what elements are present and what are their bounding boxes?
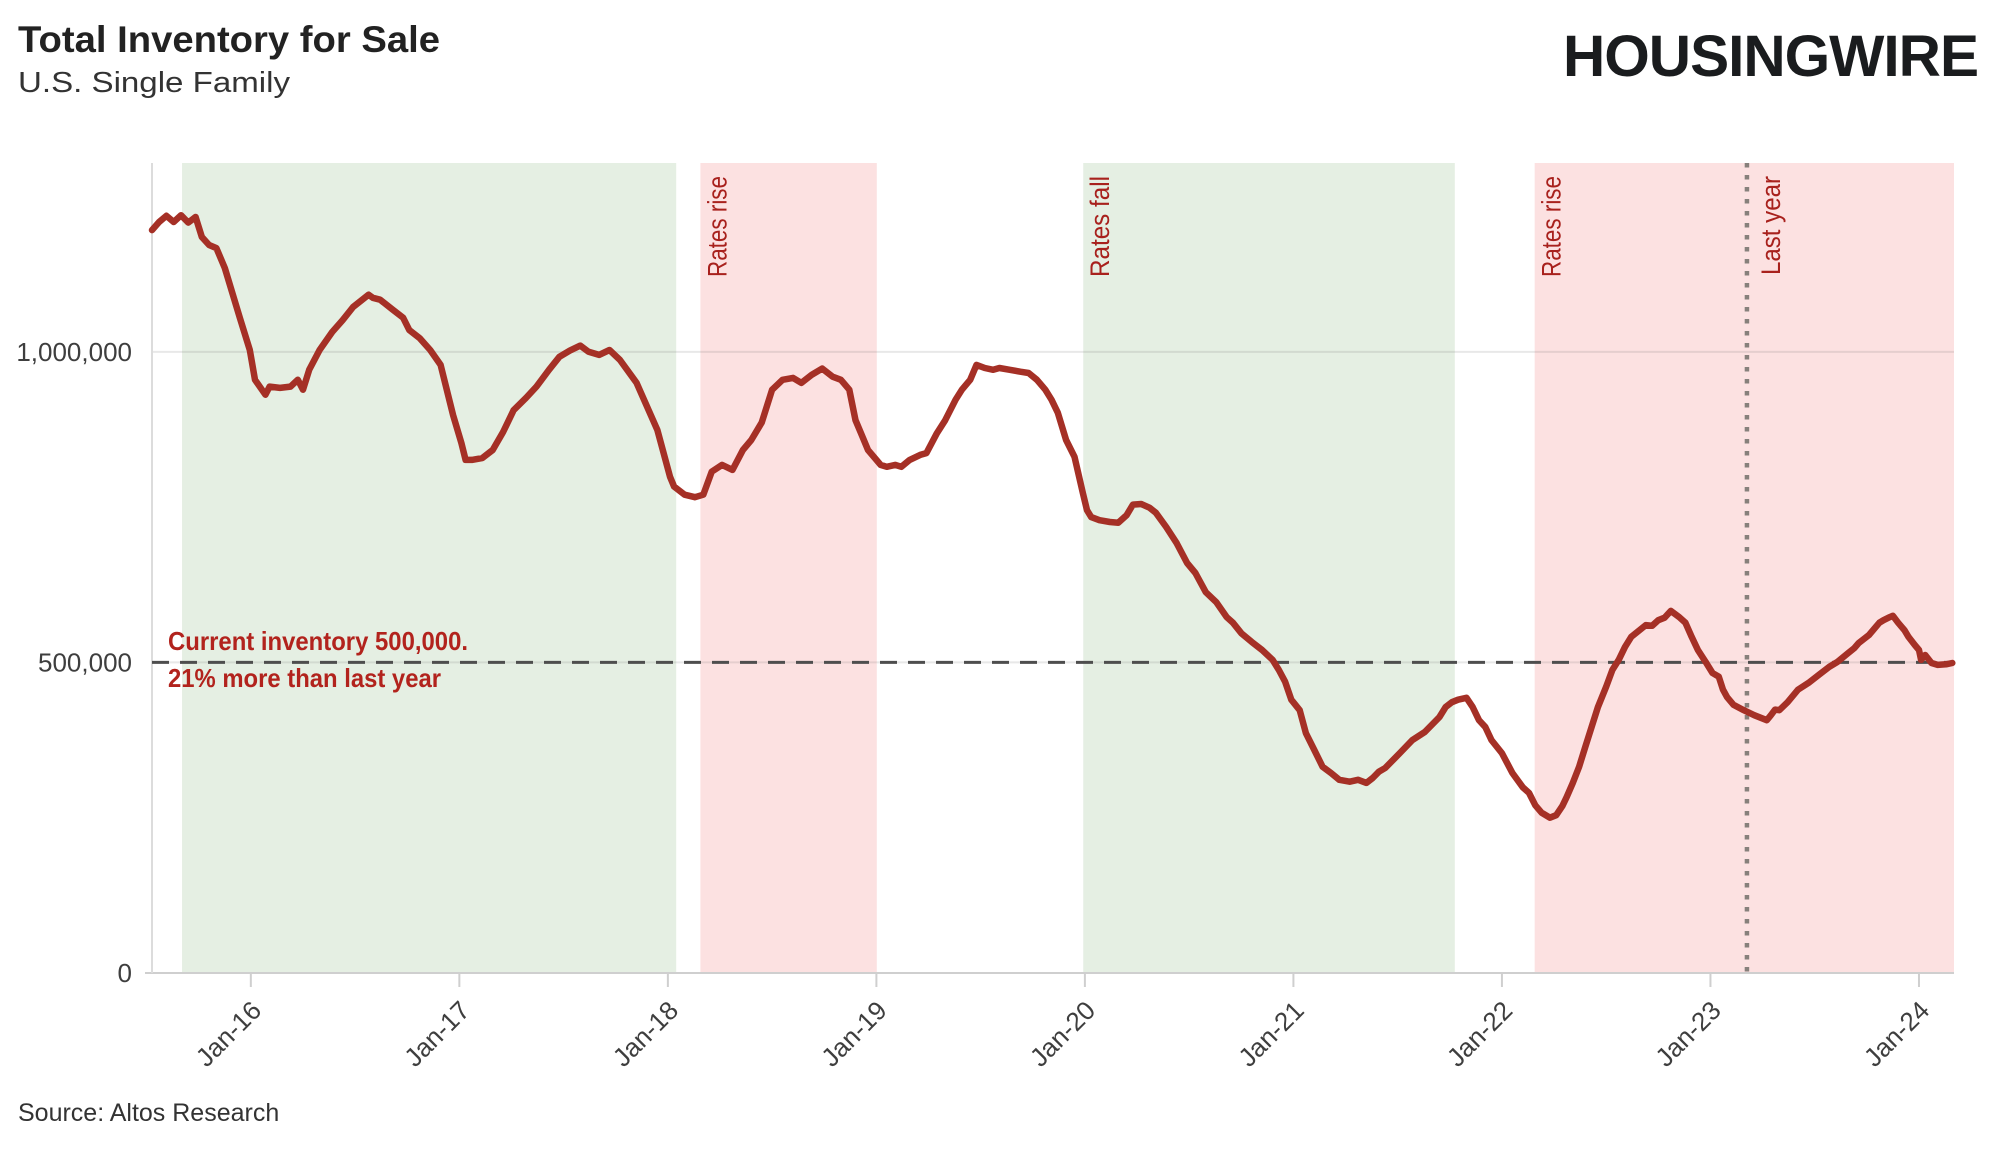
- axis-layer: [145, 163, 1954, 974]
- x-tick-label: Jan-17: [398, 995, 475, 1072]
- x-tick-label: Jan-19: [815, 995, 892, 1072]
- x-tick-label: Jan-20: [1024, 995, 1101, 1072]
- y-tick-label: 1,000,000: [16, 337, 132, 367]
- inventory-line-series: [148, 211, 1956, 821]
- x-tick-label: Jan-18: [607, 995, 684, 1072]
- band-layer: [182, 163, 1954, 973]
- x-tick-label: Jan-24: [1858, 995, 1935, 1072]
- x-tick-label: Jan-16: [190, 995, 267, 1072]
- y-tick-label: 0: [118, 958, 132, 988]
- rate-regime-band-red: [1534, 163, 1954, 973]
- page-subtitle: U.S. Single Family: [18, 67, 291, 99]
- rate-regime-band-green: [182, 163, 677, 973]
- rate-regime-label: Rates fall: [1085, 176, 1115, 277]
- rate-regime-label: Rates rise: [702, 176, 732, 277]
- page-title: Total Inventory for Sale: [18, 19, 440, 60]
- rate-regime-band-green: [1083, 163, 1455, 973]
- series-layer: [148, 211, 1956, 821]
- y-tick-label: 500,000: [38, 647, 132, 677]
- last-year-label: Last year: [1756, 176, 1786, 275]
- current-inventory-annotation-line1: Current inventory 500,000.: [168, 626, 468, 656]
- current-inventory-annotation-line2: 21% more than last year: [168, 663, 441, 693]
- x-tick-label: Jan-21: [1232, 995, 1309, 1072]
- housingwire-logo: HOUSINGWIRE: [1563, 24, 1978, 89]
- band-label-layer: Last year Rates rise Rates fall Rates rise: [702, 176, 1786, 277]
- rate-regime-band-red: [700, 163, 877, 973]
- x-tick-label: Jan-23: [1649, 995, 1726, 1072]
- rate-regime-label: Rates rise: [1537, 176, 1567, 277]
- x-tick-label: Jan-22: [1441, 995, 1518, 1072]
- source-credit: Source: Altos Research: [18, 1099, 279, 1127]
